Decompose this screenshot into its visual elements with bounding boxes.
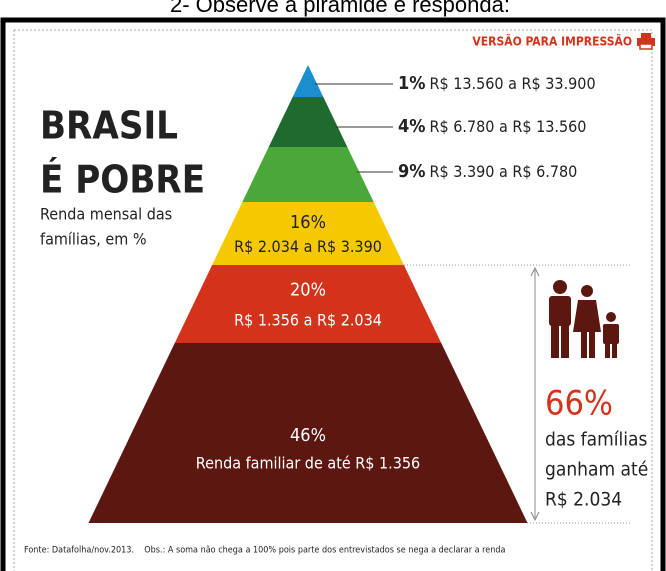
pyramid-level [174, 265, 442, 343]
level-range: R$ 2.034 a R$ 3.390 [234, 237, 382, 256]
family-icon [549, 280, 619, 358]
pyramid-level [88, 343, 528, 523]
pyramid-level [212, 202, 404, 265]
print-label[interactable]: VERSÃO PARA IMPRESSÃO [472, 34, 632, 49]
bracket-arrows [530, 266, 540, 522]
title: BRASIL [40, 104, 178, 148]
subtitle: Renda mensal das [40, 205, 172, 224]
question: 2- Observe a pirâmide e responda: [170, 0, 510, 17]
footer: Fonte: Datafolha/nov.2013. Obs.: A soma … [24, 546, 506, 556]
subtitle: famílias, em % [40, 230, 147, 249]
level-range: Renda familiar de até R$ 1.356 [196, 454, 420, 473]
side-text: das famílias [545, 429, 648, 451]
level-pct: 9% [398, 161, 426, 182]
inner-border [13, 29, 653, 571]
level-pct: 16% [290, 212, 326, 233]
level-range: R$ 1.356 a R$ 2.034 [234, 311, 382, 330]
level-label: 1% R$ 13.560 a R$ 33.900 [398, 73, 596, 94]
pyramid-level [242, 147, 374, 202]
print-icon[interactable] [637, 33, 655, 50]
side-text: ganham até [545, 459, 648, 481]
level-pct: 46% [290, 425, 326, 446]
level-range: R$ 3.390 a R$ 6.780 [430, 162, 578, 181]
level-label: 9% R$ 3.390 a R$ 6.780 [398, 161, 577, 182]
level-range: R$ 6.780 a R$ 13.560 [430, 117, 587, 136]
level-label: 4% R$ 6.780 a R$ 13.560 [398, 116, 586, 137]
title: É POBRE [40, 158, 205, 202]
pyramid-level [268, 97, 348, 147]
level-range: R$ 13.560 a R$ 33.900 [430, 74, 596, 93]
pyramid-level [292, 65, 324, 97]
level-pct: 1% [398, 73, 426, 94]
level-pct: 20% [290, 280, 326, 301]
level-pct: 4% [398, 116, 426, 137]
side-text: R$ 2.034 [545, 489, 622, 511]
side-pct: 66% [545, 384, 613, 424]
